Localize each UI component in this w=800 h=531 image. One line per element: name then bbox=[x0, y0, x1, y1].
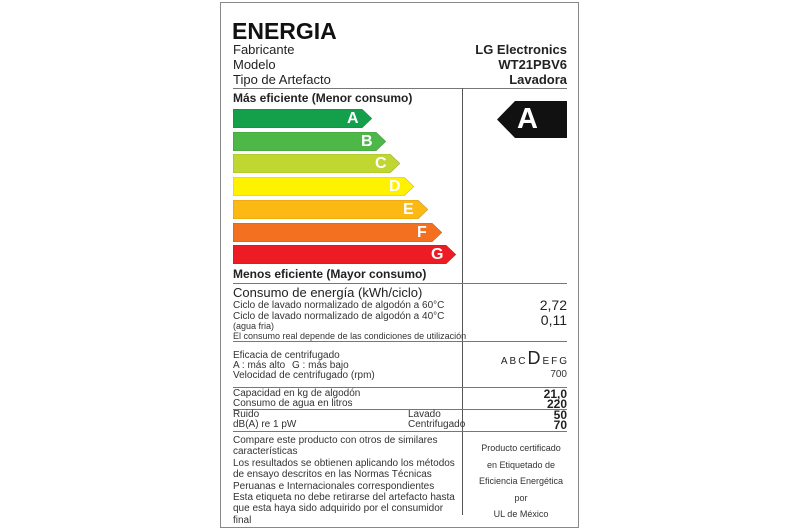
spin-class-a: A bbox=[500, 356, 508, 367]
spin-class-b: B bbox=[509, 356, 517, 367]
efficiency-bar-g: G bbox=[233, 245, 456, 265]
energy-label bbox=[220, 2, 579, 528]
cycle-40-value: 0,11 bbox=[540, 312, 567, 328]
spin-class-c: C bbox=[518, 356, 526, 367]
consumption-title: Consumo de energía (kWh/ciclo) bbox=[233, 285, 423, 300]
footer-note-line: que esta haya sido adquirido por el cons… bbox=[233, 503, 444, 515]
cert-line: UL de México bbox=[493, 509, 549, 519]
efficiency-bar-b: B bbox=[233, 131, 386, 151]
efficiency-bar-e: E bbox=[233, 199, 428, 219]
spin-noise-label: Centrifugado bbox=[408, 419, 466, 430]
bar-letter: G bbox=[431, 246, 444, 264]
type-label: Tipo de Artefacto bbox=[233, 72, 331, 87]
footer-note-line: características bbox=[233, 446, 298, 458]
bar-letter: C bbox=[375, 155, 387, 173]
spin-range-a: A : más alto bbox=[233, 360, 286, 371]
spin-class-e: E bbox=[542, 356, 550, 367]
bar-letter: F bbox=[417, 223, 427, 241]
spin-title: Eficacia de centrifugado bbox=[233, 350, 340, 361]
cycle-60-value: 2,72 bbox=[539, 297, 567, 313]
model-value: WT21PBV6 bbox=[498, 57, 567, 72]
efficiency-bar-f: F bbox=[233, 222, 442, 242]
divider bbox=[233, 409, 567, 410]
spin-class-g: G bbox=[559, 356, 567, 367]
divider bbox=[233, 283, 567, 284]
water-value: 220 bbox=[546, 397, 567, 411]
footer-notes: Compare este producto con otros de simil… bbox=[233, 435, 455, 526]
spin-noise-value: 70 bbox=[553, 418, 567, 432]
spin-speed-value: 700 bbox=[550, 369, 567, 380]
most-efficient-label: Más eficiente (Menor consumo) bbox=[233, 91, 413, 105]
wash-noise-label: Lavado bbox=[408, 409, 441, 420]
cold-water-label: (agua fria) bbox=[233, 321, 275, 331]
spin-class-f: F bbox=[551, 356, 558, 367]
manufacturer-label: Fabricante bbox=[233, 42, 295, 57]
footer-note-line: Los resultados se obtienen aplicando los… bbox=[233, 457, 455, 469]
wash-noise-value: 50 bbox=[553, 408, 567, 422]
certification-text: Producto certificado en Etiquetado de Efic… bbox=[462, 440, 580, 523]
footer-note-line: de ensayo descritos en las Normas Técnic… bbox=[233, 469, 432, 481]
rating-letter: A bbox=[517, 103, 538, 135]
capacity-value: 21,0 bbox=[543, 387, 567, 401]
rating-arrow: A bbox=[497, 101, 567, 138]
cycle-60-label: Ciclo de lavado normalizado de algodón a… bbox=[233, 300, 445, 311]
bar-letter: A bbox=[347, 110, 359, 127]
footer-note-line: Peruanas e Internacionales correspondien… bbox=[233, 480, 435, 492]
spin-range-g: G : más bajo bbox=[292, 360, 349, 371]
vertical-divider bbox=[462, 88, 463, 515]
cycle-40-label: Ciclo de lavado normalizado de algodón a… bbox=[233, 311, 445, 322]
divider bbox=[233, 387, 567, 388]
spin-class-d: D bbox=[527, 348, 541, 368]
spin-speed-label: Velocidad de centrifugado (rpm) bbox=[233, 370, 375, 381]
footer-note-line: final bbox=[233, 514, 252, 526]
efficiency-bar-c: C bbox=[233, 154, 400, 174]
footer-note-line: Esta etiqueta no debe retirarse del arte… bbox=[233, 492, 455, 504]
label-title: ENERGIA bbox=[232, 18, 337, 44]
bar-letter: E bbox=[403, 200, 414, 218]
water-label: Consumo de agua en litros bbox=[233, 398, 353, 409]
least-efficient-label: Menos eficiente (Mayor consumo) bbox=[233, 267, 427, 281]
footer-note-line: Compare este producto con otros de simil… bbox=[233, 435, 438, 446]
model-label: Modelo bbox=[233, 57, 276, 72]
cert-line: Producto certificado bbox=[481, 443, 561, 453]
bar-letter: D bbox=[389, 178, 401, 196]
cert-line: Eficiencia Energética bbox=[478, 476, 564, 486]
noise-unit: dB(A) re 1 pW bbox=[233, 419, 297, 430]
consumption-note: El consumo real depende de las condicion… bbox=[233, 331, 467, 341]
divider bbox=[233, 431, 567, 432]
manufacturer-value: LG Electronics bbox=[475, 42, 567, 57]
divider bbox=[233, 341, 567, 342]
efficiency-bar-d: D bbox=[233, 177, 414, 197]
efficiency-bar-a: A bbox=[233, 109, 372, 128]
capacity-label: Capacidad en kg de algodón bbox=[233, 388, 361, 399]
divider bbox=[233, 88, 567, 89]
noise-label: Ruido bbox=[233, 409, 260, 420]
cert-line: por bbox=[514, 492, 528, 503]
cert-line: en Etiquetado de bbox=[486, 459, 556, 470]
bar-letter: B bbox=[361, 132, 373, 150]
type-value: Lavadora bbox=[509, 72, 567, 87]
